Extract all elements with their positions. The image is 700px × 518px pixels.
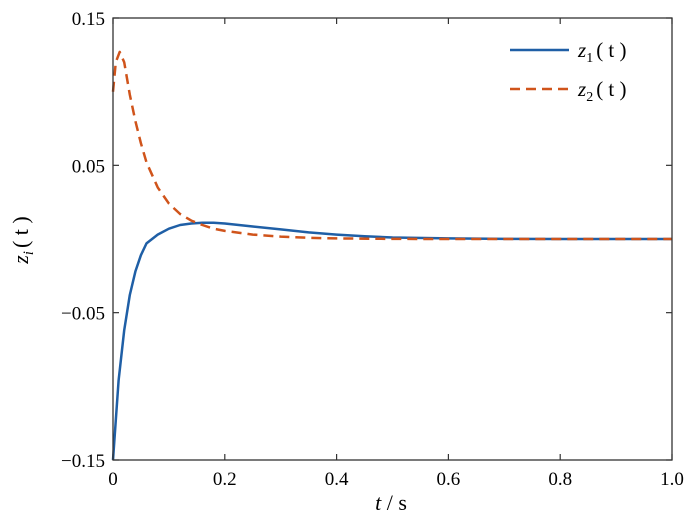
x-tick-label: 0.8 bbox=[548, 469, 572, 490]
legend-label-z2: z2( t ) bbox=[577, 77, 627, 105]
axes-frame bbox=[112, 17, 673, 461]
legend-label-z1: z1( t ) bbox=[577, 38, 627, 66]
axis-ticks: 0 0.2 0.4 0.6 0.8 1.0 −0.15 −0.05 0.05 0.15 bbox=[61, 9, 684, 490]
x-tick-label: 0.2 bbox=[213, 469, 237, 490]
plot-border bbox=[112, 17, 673, 461]
y-axis-title: zi( t ) bbox=[8, 216, 37, 265]
legend: z1( t ) z2( t ) bbox=[510, 38, 627, 105]
y-tick-label: −0.05 bbox=[61, 304, 105, 325]
x-tick-label: 0 bbox=[108, 469, 118, 490]
series-line-z1 bbox=[111, 221, 672, 461]
y-tick-label: 0.05 bbox=[72, 156, 105, 177]
x-tick-label: 0.6 bbox=[437, 469, 461, 490]
data-series bbox=[111, 50, 672, 461]
x-tick-label: 1.0 bbox=[660, 469, 684, 490]
series-line-z2 bbox=[111, 50, 672, 241]
y-tick-label: −0.15 bbox=[61, 451, 105, 472]
y-tick-label: 0.15 bbox=[72, 9, 105, 30]
x-axis-title: t / s bbox=[375, 490, 407, 515]
x-tick-label: 0.4 bbox=[325, 469, 349, 490]
